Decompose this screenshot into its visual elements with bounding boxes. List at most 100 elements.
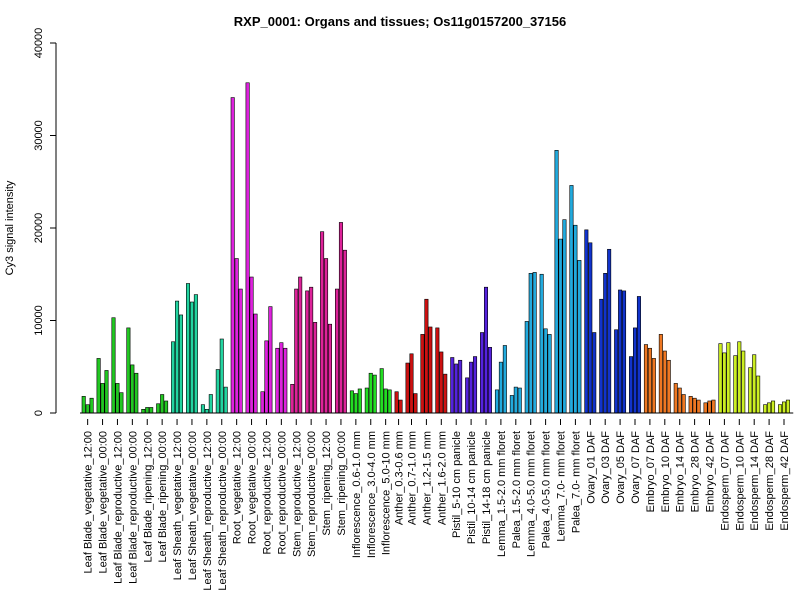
bar — [309, 286, 314, 414]
bar — [539, 273, 544, 414]
bar — [405, 362, 410, 414]
bar — [517, 387, 522, 414]
bar — [186, 283, 191, 414]
bar — [372, 374, 377, 414]
x-tick-label: Inflorescence_3.0-4.0 mm — [366, 431, 378, 558]
bar — [413, 393, 418, 414]
bar — [614, 329, 619, 414]
bar — [394, 391, 399, 414]
bar — [767, 402, 772, 414]
bar — [465, 377, 470, 414]
bar — [439, 351, 444, 414]
x-tick-label: Anther_1.6-2.0 mm — [436, 431, 448, 525]
bar — [249, 276, 254, 414]
bar — [324, 258, 329, 414]
bar — [692, 397, 697, 414]
bar — [96, 358, 101, 414]
x-tick-label: Root_vegetative_12:00 — [232, 431, 244, 544]
bar — [666, 359, 671, 414]
bar — [636, 296, 641, 414]
bar — [238, 288, 243, 414]
bar — [219, 338, 224, 414]
bar — [357, 388, 362, 414]
x-tick-label: Root_reproductive_12:00 — [261, 431, 273, 555]
x-tick-label: Endosperm_10 DAF — [734, 431, 746, 531]
x-tick-label: Embryo_28 DAF — [690, 431, 702, 513]
bar — [763, 404, 768, 414]
bar — [111, 317, 116, 414]
bar — [268, 306, 273, 414]
bar — [622, 290, 627, 414]
x-tick-label: Stem_ripening_00:00 — [336, 431, 348, 536]
x-tick-label: Stem_reproductive_00:00 — [306, 431, 318, 557]
bar — [658, 334, 663, 414]
bar — [160, 394, 165, 414]
bar — [722, 352, 727, 414]
x-tick-label: Ovary_07 DAF — [630, 431, 642, 504]
bar — [134, 372, 139, 414]
bar — [104, 370, 109, 414]
y-tick-label: 20000 — [33, 213, 45, 244]
bar — [208, 394, 213, 414]
bar — [450, 357, 455, 414]
bar — [349, 390, 354, 414]
bar — [528, 273, 533, 414]
x-tick-label: Root_reproductive_00:00 — [276, 431, 288, 555]
bar — [662, 350, 667, 414]
bar — [524, 321, 529, 414]
bar — [353, 393, 358, 414]
bar — [703, 402, 708, 414]
bar — [554, 150, 559, 414]
bar — [688, 396, 693, 414]
bar — [502, 345, 507, 414]
x-tick-label: Lemma_4.0-5.0 mm floret — [526, 431, 538, 557]
bar — [480, 332, 485, 414]
bar — [149, 407, 154, 414]
bar — [85, 404, 90, 414]
bar — [264, 340, 269, 414]
bar — [651, 358, 656, 414]
y-tick-label: 10000 — [33, 305, 45, 336]
bar — [230, 97, 235, 414]
bar — [543, 328, 548, 414]
bar — [141, 408, 146, 414]
bar — [320, 231, 325, 414]
bar — [275, 347, 280, 414]
bar — [200, 404, 205, 414]
bar — [718, 343, 723, 414]
x-tick-label: Embryo_42 DAF — [705, 431, 717, 513]
x-tick-label: Leaf Blade_vegetative_12:00 — [83, 431, 95, 574]
x-tick-label: Palea_4.0-5.0 mm floret — [541, 431, 553, 548]
bar — [398, 399, 403, 414]
bar — [204, 408, 209, 414]
x-tick-label: Leaf Sheath_vegetative_12:00 — [172, 431, 184, 580]
bar — [313, 322, 318, 414]
bar — [279, 342, 284, 414]
bar — [364, 387, 369, 414]
x-tick-label: Leaf Blade_ripening_12:00 — [142, 431, 154, 563]
bar — [334, 288, 339, 414]
bar — [677, 387, 682, 414]
bar — [245, 82, 250, 414]
bar — [603, 273, 608, 414]
bar — [547, 334, 552, 414]
y-axis: 0 10000 20000 30000 40000 — [33, 28, 57, 416]
bar — [737, 341, 742, 414]
x-tick-label: Palea_1.5-2.0 mm floret — [511, 431, 523, 548]
bar — [164, 400, 169, 414]
bar — [696, 399, 701, 414]
bar — [573, 224, 578, 414]
bar — [126, 327, 131, 414]
bar — [771, 400, 776, 414]
bar — [632, 327, 637, 414]
bar — [469, 361, 474, 414]
bar — [234, 258, 239, 414]
bar — [741, 350, 746, 414]
bar — [100, 383, 105, 414]
bar — [260, 391, 265, 414]
bar — [681, 394, 686, 414]
x-tick-label: Anther_1.2-1.5 mm — [421, 431, 433, 525]
bar — [193, 294, 198, 414]
bar — [778, 404, 783, 414]
